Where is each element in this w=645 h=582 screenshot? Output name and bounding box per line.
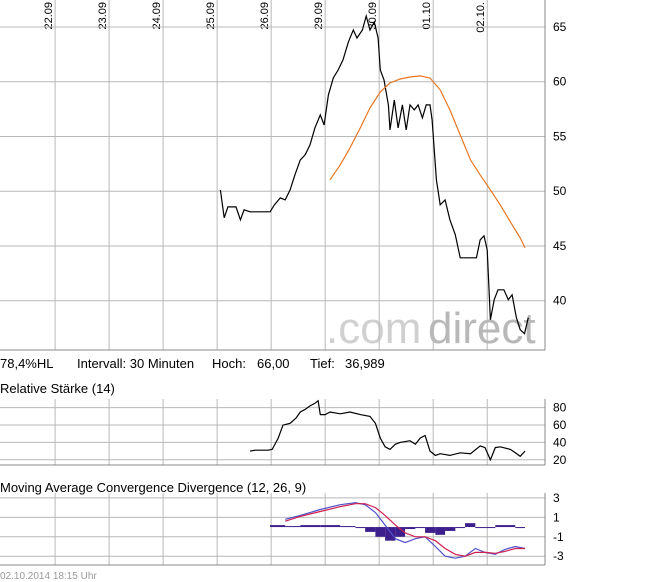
histogram-bar <box>445 527 456 531</box>
series-line <box>219 13 529 335</box>
info-low-label: Tief: <box>310 356 335 371</box>
histogram-bar <box>475 527 486 529</box>
histogram-bar <box>285 526 301 528</box>
info-low: 36,989 <box>345 356 385 371</box>
histogram-bar <box>465 523 476 528</box>
histogram-bar <box>485 527 496 529</box>
histogram-bar <box>355 527 366 529</box>
histogram-bar <box>425 527 436 533</box>
x-tick-label: 24.09 <box>151 2 163 30</box>
y-tick-label: 65 <box>553 20 567 34</box>
histogram-bar <box>385 527 396 541</box>
y-tick-label: 60 <box>553 418 567 432</box>
series-line <box>249 399 526 462</box>
x-tick-label: 01.10 <box>421 2 433 30</box>
y-tick-label: 60 <box>553 75 567 89</box>
y-tick-label: 55 <box>553 129 567 143</box>
y-tick-label: 3 <box>553 491 560 505</box>
y-tick-label: 20 <box>553 453 567 467</box>
y-tick-label: -1 <box>553 530 564 544</box>
histogram-bar <box>405 527 416 529</box>
x-tick-label: 29.09 <box>313 2 325 30</box>
panel: -3 -1 1 3 <box>0 491 564 566</box>
histogram-bar <box>340 526 356 528</box>
panel-title: Relative Stärke (14) <box>0 381 115 396</box>
y-tick-label: 45 <box>553 239 567 253</box>
y-tick-label: 40 <box>553 294 567 308</box>
y-tick-label: -3 <box>553 549 564 563</box>
series-line <box>285 503 525 557</box>
x-tick-label: 22.09 <box>43 2 55 30</box>
series-line <box>329 75 526 249</box>
panel-title: Moving Average Convergence Divergence (1… <box>0 480 306 495</box>
x-tick-label: 30.09 <box>367 2 379 30</box>
info-high: 66,00 <box>257 356 290 371</box>
x-tick-label: 02.10. <box>475 2 487 33</box>
histogram-bar <box>435 527 446 535</box>
histogram-bar <box>455 527 466 529</box>
panel: 22.09 23.09 24.09 25.09 26.09 29.09 30.09 01.10… <box>0 0 567 351</box>
histogram-bar <box>505 525 516 528</box>
y-tick-label: 40 <box>553 435 567 449</box>
footer: 02.10.2014 18:15 Uhr <box>0 571 97 582</box>
info-range: 78,4%HL <box>0 356 53 371</box>
histogram-bar <box>415 527 426 529</box>
info-interval: Intervall: 30 Minuten <box>77 356 194 371</box>
x-tick-label: 25.09 <box>205 2 217 30</box>
y-tick-label: 1 <box>553 510 560 524</box>
x-tick-label: 23.09 <box>97 2 109 30</box>
histogram-bar <box>320 525 341 528</box>
histogram-bar <box>270 525 286 528</box>
x-tick-label: 26.09 <box>259 2 271 30</box>
info-high-label: Hoch: <box>212 356 246 371</box>
watermark: direct <box>428 304 536 353</box>
histogram-bar <box>300 525 321 528</box>
histogram-bar <box>495 525 506 528</box>
y-tick-label: 80 <box>553 401 567 415</box>
histogram-bar <box>395 527 406 537</box>
histogram-bar <box>375 527 386 537</box>
panel: 20 40 60 80 <box>0 399 567 467</box>
histogram-bar <box>365 527 376 532</box>
watermark: .com <box>326 304 421 353</box>
histogram-bar <box>515 527 526 529</box>
y-tick-label: 50 <box>553 184 567 198</box>
